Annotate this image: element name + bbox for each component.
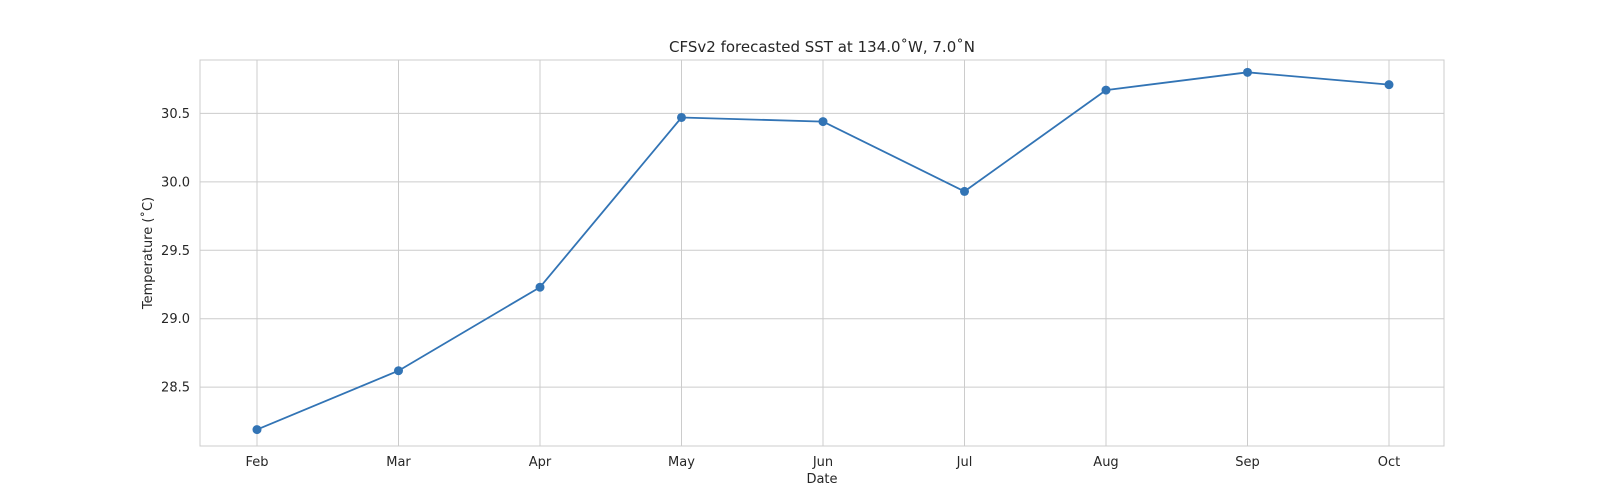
y-axis-title: Temperature (˚C) — [140, 197, 156, 310]
x-tick-label: Aug — [1093, 455, 1118, 470]
data-point-aug — [1101, 85, 1111, 95]
data-point-jul — [960, 186, 969, 196]
x-tick-label: Apr — [529, 455, 552, 470]
chart-title: CFSv2 forecasted SST at 134.0˚W, 7.0˚N — [669, 38, 975, 56]
data-point-jun — [818, 117, 828, 127]
x-tick-label: Jun — [812, 455, 833, 470]
x-tick-label: Sep — [1235, 455, 1260, 470]
y-tick-label: 29.0 — [161, 312, 190, 327]
y-tick-label: 30.0 — [161, 175, 190, 190]
series-layer — [252, 67, 1394, 435]
y-tick-labels: 28.5 29.0 29.5 30.0 30.5 — [161, 107, 190, 396]
x-tick-label: Feb — [245, 455, 268, 470]
x-tick-label: Jul — [956, 455, 973, 470]
data-point-apr — [535, 282, 545, 292]
x-tick-label: Oct — [1378, 455, 1400, 470]
data-point-oct — [1384, 80, 1394, 90]
data-point-may — [677, 112, 686, 122]
data-point-sep — [1243, 67, 1252, 77]
data-point-feb — [252, 425, 262, 435]
data-point-mar — [394, 366, 403, 376]
y-tick-label: 28.5 — [161, 381, 190, 396]
y-tick-label: 30.5 — [161, 107, 190, 122]
grid-lines — [200, 60, 1444, 446]
x-tick-labels: Feb Mar Apr May Jun Jul Aug Sep Oct — [245, 455, 1400, 470]
x-axis-title: Date — [806, 472, 837, 487]
plot-frame — [199, 59, 1445, 447]
y-tick-label: 29.5 — [161, 244, 190, 259]
x-tick-label: Mar — [386, 455, 411, 470]
x-tick-label: May — [668, 455, 695, 470]
